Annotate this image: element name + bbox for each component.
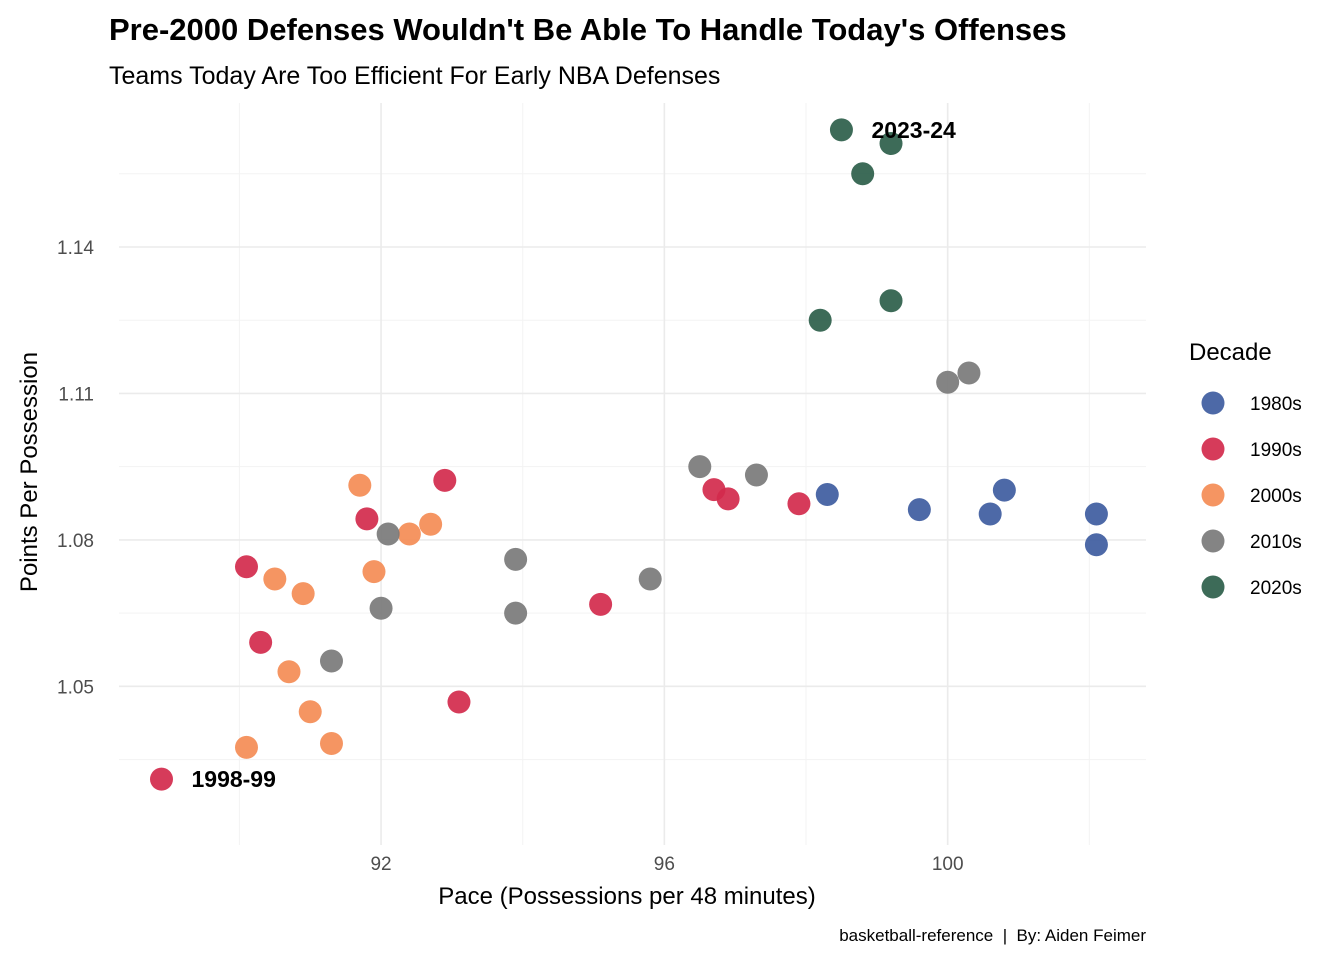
data-point-2000s xyxy=(362,560,386,584)
legend-label-1980s: 1980s xyxy=(1250,394,1302,415)
x-tick-label: 96 xyxy=(654,854,675,875)
data-point-2020s xyxy=(808,308,832,332)
y-tick-label: 1.11 xyxy=(58,384,94,405)
data-point-2000s xyxy=(298,700,322,724)
legend-label-2000s: 2000s xyxy=(1250,486,1302,507)
data-point-2000s xyxy=(291,582,315,606)
data-point-2010s xyxy=(319,649,343,673)
data-point-2000s xyxy=(397,522,421,546)
chart-subtitle: Teams Today Are Too Efficient For Early … xyxy=(109,62,720,90)
data-point-2020s xyxy=(851,162,875,186)
x-tick-label: 92 xyxy=(370,854,391,875)
legend-label-1990s: 1990s xyxy=(1250,440,1302,461)
annotations: 2023-24 1998-99 xyxy=(191,117,956,792)
y-tick-label: 1.14 xyxy=(57,238,94,259)
point-annotation: 2023-24 xyxy=(871,117,956,143)
data-point-2010s xyxy=(638,567,662,591)
axis-ticks: 92 96 100 1.05 1.08 1.11 1.14 xyxy=(57,238,964,875)
point-annotation: 1998-99 xyxy=(191,766,275,792)
data-point-2010s xyxy=(504,547,528,571)
data-point-1980s xyxy=(907,498,931,522)
legend-key-1990s xyxy=(1201,437,1225,461)
grid xyxy=(119,103,1146,845)
data-point-2020s xyxy=(879,132,903,156)
y-tick-label: 1.08 xyxy=(57,531,94,552)
data-point-2010s xyxy=(688,455,712,479)
data-point-1980s xyxy=(992,478,1016,502)
data-point-2010s xyxy=(504,601,528,625)
data-point-2010s xyxy=(936,370,960,394)
legend-title: Decade xyxy=(1189,339,1272,366)
legend-key-2020s xyxy=(1201,575,1225,599)
data-point-1990s xyxy=(234,555,258,579)
data-point-2000s xyxy=(419,512,443,536)
data-point-2010s xyxy=(957,361,981,385)
data-point-1990s xyxy=(149,767,173,791)
legend-label-2010s: 2010s xyxy=(1250,532,1302,553)
x-tick-label: 100 xyxy=(932,854,964,875)
data-point-2000s xyxy=(277,660,301,684)
data-point-2000s xyxy=(348,473,372,497)
x-axis-title: Pace (Possessions per 48 minutes) xyxy=(438,883,816,910)
data-point-1990s xyxy=(787,492,811,516)
data-points xyxy=(149,118,1108,791)
data-point-1980s xyxy=(1084,533,1108,557)
data-point-1990s xyxy=(355,507,379,531)
legend-key-1980s xyxy=(1201,391,1225,415)
data-point-2010s xyxy=(376,522,400,546)
legend: Decade 1980s 1990s 2000s 2010s 2020s xyxy=(1189,339,1302,599)
data-point-2020s xyxy=(829,118,853,142)
data-point-1990s xyxy=(249,630,273,654)
data-point-1980s xyxy=(815,483,839,507)
legend-label-2020s: 2020s xyxy=(1250,578,1302,599)
legend-key-2000s xyxy=(1201,483,1225,507)
data-point-1990s xyxy=(447,690,471,714)
data-point-1990s xyxy=(716,487,740,511)
data-point-2000s xyxy=(234,735,258,759)
data-point-1990s xyxy=(433,468,457,492)
data-point-2000s xyxy=(319,731,343,755)
data-point-1980s xyxy=(978,502,1002,526)
legend-key-2010s xyxy=(1201,529,1225,553)
data-point-2010s xyxy=(369,596,393,620)
chart-title: Pre-2000 Defenses Wouldn't Be Able To Ha… xyxy=(109,12,1067,47)
data-point-2020s xyxy=(879,289,903,313)
data-point-2000s xyxy=(263,567,287,591)
caption: basketball-reference | By: Aiden Feimer xyxy=(839,926,1146,945)
data-point-2010s xyxy=(744,463,768,487)
data-point-1990s xyxy=(589,592,613,616)
y-tick-label: 1.05 xyxy=(57,677,94,698)
y-axis-title: Points Per Possession xyxy=(16,352,43,592)
data-point-1980s xyxy=(1084,502,1108,526)
